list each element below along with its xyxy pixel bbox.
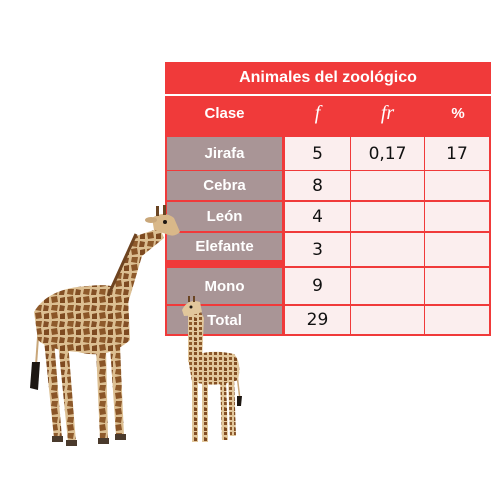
cell-fr-leon (351, 202, 424, 231)
cell-fr-total (351, 306, 424, 334)
frequency-table: Animales del zoológico Clase f fr % Jira… (165, 62, 491, 336)
cell-pct-leon (425, 202, 489, 231)
cell-f-mono: 9 (285, 268, 350, 304)
cell-f-total: 29 (285, 306, 350, 334)
cell-f-cebra: 8 (285, 171, 350, 200)
cell-pct-total (425, 306, 489, 334)
cell-f-jirafa: 5 (285, 137, 350, 170)
cell-pct-jirafa: 17 (425, 137, 489, 170)
cell-fr-mono (351, 268, 424, 304)
cell-fr-cebra (351, 171, 424, 200)
cell-pct-cebra (425, 171, 489, 200)
cell-f-elefante: 3 (285, 233, 350, 266)
row-label-leon: León (167, 202, 282, 231)
cell-pct-mono (425, 268, 489, 304)
header-clase: Clase (204, 104, 245, 122)
table-title: Animales del zoológico (239, 69, 417, 86)
header-fr: fr (380, 101, 395, 124)
young-giraffe-image (182, 296, 242, 442)
row-label-cebra: Cebra (167, 171, 282, 200)
cell-pct-elefante (425, 233, 489, 266)
adult-giraffe-image (30, 205, 180, 446)
row-label-jirafa: Jirafa (167, 137, 282, 170)
row-label-mono: Mono (167, 268, 282, 304)
title-divider (165, 94, 491, 96)
cell-f-leon: 4 (285, 202, 350, 231)
header-f: f (314, 101, 321, 124)
cell-fr-jirafa: 0,17 (351, 137, 424, 170)
row-label-elefante: Elefante (167, 233, 282, 260)
header-pct: % (451, 104, 465, 122)
cell-fr-elefante (351, 233, 424, 266)
